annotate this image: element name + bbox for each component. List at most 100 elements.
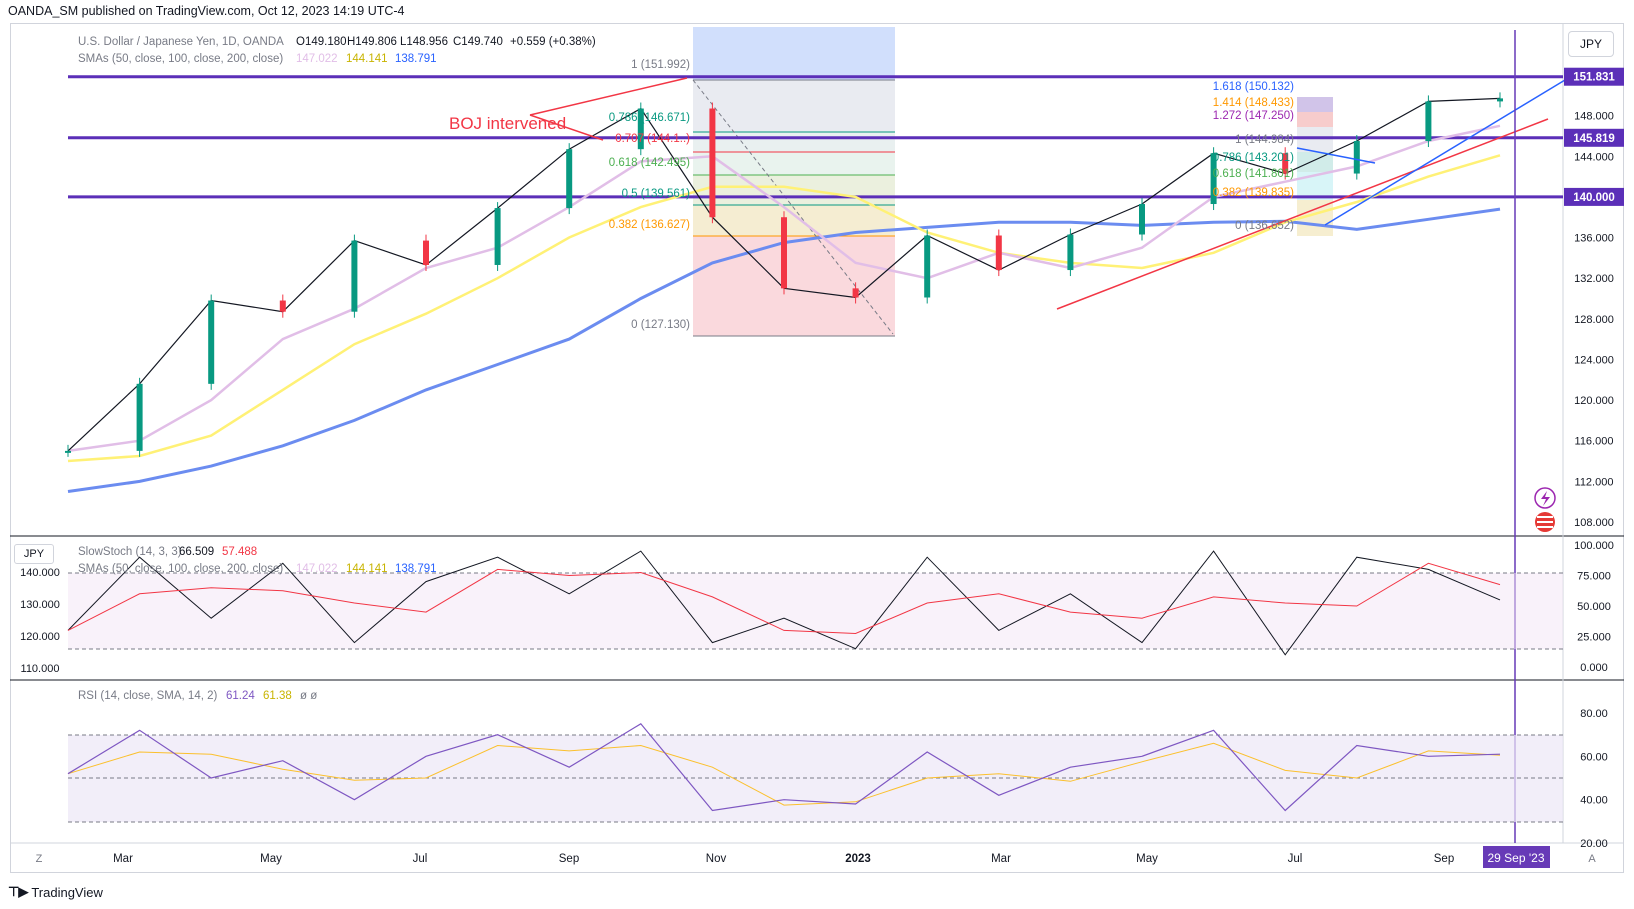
candle-body	[637, 108, 644, 150]
price-tick: 136.000	[1574, 233, 1614, 245]
fib-extension-2[interactable]	[1297, 97, 1333, 236]
log-scale-button[interactable]: Z	[36, 853, 43, 865]
rsi-tick: 20.00	[1580, 838, 1608, 850]
stoch-left-tick: 110.000	[21, 663, 60, 675]
time-tick: Sep	[559, 853, 579, 865]
ohlc-change: +0.559 (+0.38%)	[510, 36, 596, 48]
lightning-icon[interactable]	[1534, 487, 1556, 509]
candle-body	[279, 300, 286, 312]
fib1-label: 0 (127.130)	[631, 319, 690, 331]
candle-body	[709, 108, 716, 218]
time-tick: 2023	[845, 853, 871, 865]
candle-body	[351, 240, 358, 312]
price-tick: 120.000	[1574, 395, 1614, 407]
symbol-title: U.S. Dollar / Japanese Yen, 1D, OANDA	[78, 36, 284, 48]
price-level-label: 145.819	[1573, 133, 1615, 145]
candle-body	[1353, 141, 1360, 174]
sma-legend-label: SMAs (50, close, 100, close, 200, close)	[78, 53, 283, 65]
rsi-extra-value: ø ø	[300, 690, 317, 702]
stoch-title: SlowStoch (14, 3, 3)	[78, 546, 182, 558]
sma100-value: 144.141	[346, 53, 388, 65]
support-resistance-levels[interactable]	[68, 75, 1563, 199]
auto-scale-button[interactable]: A	[1588, 853, 1596, 865]
candle-body	[1210, 153, 1217, 205]
brand-name: TradingView	[31, 884, 103, 900]
boj-annotation[interactable]: BOJ intervened	[449, 114, 566, 133]
stoch-left-axis[interactable]: 140.000 130.000 120.000 110.000	[20, 567, 60, 675]
currency-button[interactable]: JPY	[1568, 31, 1614, 57]
time-tick: May	[1136, 853, 1158, 865]
time-tick: Jul	[413, 853, 428, 865]
chart-frame	[10, 23, 1624, 873]
fib1-label: 0.786 (146.671)	[609, 112, 690, 124]
price-series	[65, 92, 1503, 493]
stoch-band	[68, 573, 1563, 649]
stoch-sma200-value: 138.791	[395, 563, 437, 575]
candle-body	[65, 450, 71, 453]
ohlc-low: L148.956	[400, 36, 448, 48]
stoch-sma50-value: 147.022	[296, 563, 338, 575]
stoch-tick: 75.000	[1577, 571, 1611, 583]
stoch-tick: 0.000	[1580, 662, 1608, 674]
stoch-tick: 100.000	[1574, 540, 1614, 552]
time-highlight-box	[1483, 846, 1550, 868]
candle-body	[423, 240, 429, 265]
rsi-sma-value: 61.38	[263, 690, 292, 702]
rsi-tick: 80.00	[1580, 708, 1608, 720]
time-axis[interactable]: Mar May Jul Sep Nov 2023 Mar May Jul Sep	[113, 853, 1454, 865]
ohlc-open: O149.180	[296, 36, 347, 48]
fib2-label: 1 (144.984)	[1235, 134, 1294, 146]
stoch-axis[interactable]: 100.000 75.000 50.000 25.000 0.000	[1574, 540, 1614, 674]
fib2-label: 0.786 (143.201)	[1213, 152, 1294, 164]
candle-body	[781, 217, 787, 289]
tradingview-icon: ⊤▶	[8, 884, 28, 899]
candle-body	[1067, 234, 1074, 271]
rsi-tick: 40.00	[1580, 795, 1608, 807]
candle-body	[494, 208, 501, 265]
time-tick: Mar	[113, 853, 133, 865]
blue-trendline-1	[1324, 79, 1566, 226]
candle-body	[995, 235, 1002, 271]
price-tick: 132.000	[1574, 273, 1614, 285]
fib1-labels: 1 (151.992) 0.786 (146.671) 0.707 (144.1..…	[609, 59, 690, 331]
price-level-labels: 151.831 145.819 140.000	[1564, 67, 1624, 206]
blue-trendline-2	[1296, 147, 1376, 164]
time-tick: May	[260, 853, 282, 865]
fib1-label: 0.707 (144.1..)	[615, 133, 690, 145]
tradingview-logo[interactable]: ⊤▶ TradingView	[8, 884, 103, 900]
price-tick: 116.000	[1575, 436, 1614, 448]
candle-body	[1425, 101, 1432, 142]
stoch-series	[67, 550, 1501, 656]
stoch-sma-legend: SMAs (50, close, 100, close, 200, close)	[78, 563, 283, 575]
price-level-box	[1564, 67, 1624, 86]
stoch-value-d: 57.488	[222, 546, 257, 558]
candle-body	[1139, 204, 1145, 235]
price-tick: 112.000	[1575, 476, 1614, 488]
stoch-left-tick: 140.000	[20, 567, 60, 579]
rsi-title: RSI (14, close, SMA, 14, 2)	[78, 690, 218, 702]
stoch-tick: 25.000	[1577, 632, 1611, 644]
stoch-d-line	[67, 562, 1501, 635]
fib1-label: 0.5 (139.561)	[622, 188, 691, 200]
ohlc-high: H149.806	[347, 36, 397, 48]
time-tick: Nov	[706, 853, 727, 865]
rsi-axis[interactable]: 80.00 60.00 40.00 20.00	[1580, 708, 1608, 850]
candle-body	[1282, 153, 1289, 174]
price-tick: 144.000	[1574, 151, 1614, 163]
lightning-glyph	[1541, 491, 1550, 506]
time-tick: Mar	[991, 853, 1011, 865]
price-axis[interactable]: 148.000 144.000 140.000 136.000 132.000 128.0…	[1574, 111, 1614, 529]
time-tick: Jul	[1288, 853, 1303, 865]
publisher-line: OANDA_SM published on TradingView.com, O…	[8, 4, 405, 18]
fib2-label: 1.414 (148.433)	[1213, 97, 1294, 109]
us-flag-stripe	[1537, 526, 1553, 528]
trendlines[interactable]	[529, 77, 1566, 310]
price-level-label: 140.000	[1573, 192, 1615, 204]
rsi-sma-line	[67, 742, 1501, 806]
price-tick: 128.000	[1574, 314, 1614, 326]
stoch-currency-button[interactable]: JPY	[14, 544, 54, 564]
ohlc-close: C149.740	[453, 36, 503, 48]
stoch-value-k: 66.509	[179, 546, 214, 558]
rsi-band	[68, 735, 1563, 822]
